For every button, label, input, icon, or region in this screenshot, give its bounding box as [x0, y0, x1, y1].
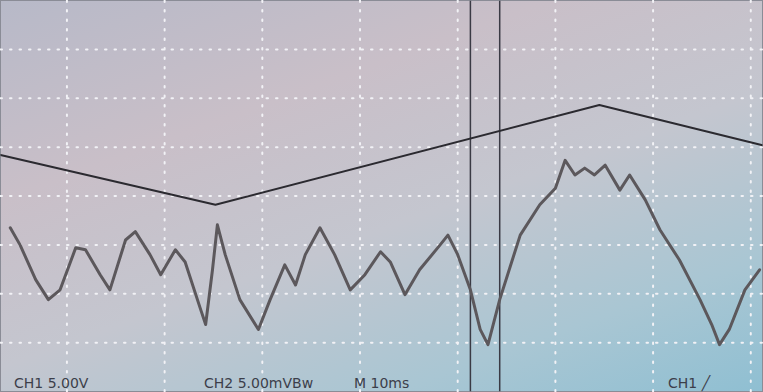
plot-frame	[1, 1, 763, 392]
cursor-line	[470, 1, 472, 392]
trace	[10, 160, 759, 344]
grid-line-y	[1, 97, 763, 99]
grid-line-y	[1, 146, 763, 148]
plot-area	[1, 1, 763, 392]
status-text: CH1 5.00V	[14, 375, 89, 391]
grid-line-y	[1, 342, 763, 344]
grid-line-x	[554, 1, 556, 392]
grid-line-x	[261, 1, 263, 392]
grid-line-y	[1, 195, 763, 197]
grid-line-y	[1, 293, 763, 295]
status-text: CH1 ╱	[668, 375, 712, 392]
grid-line-y	[1, 48, 763, 50]
trace	[1, 105, 763, 205]
scope-screen: CH1 5.00V CH2 5.00mVBw M 10ms CH1 ╱	[0, 0, 763, 392]
grid-line-y	[1, 244, 763, 246]
status-text: M 10ms	[354, 375, 409, 391]
status-text: CH2 5.00mVBw	[204, 375, 313, 391]
cursor-line	[499, 1, 501, 392]
grid-line-x	[652, 1, 654, 392]
